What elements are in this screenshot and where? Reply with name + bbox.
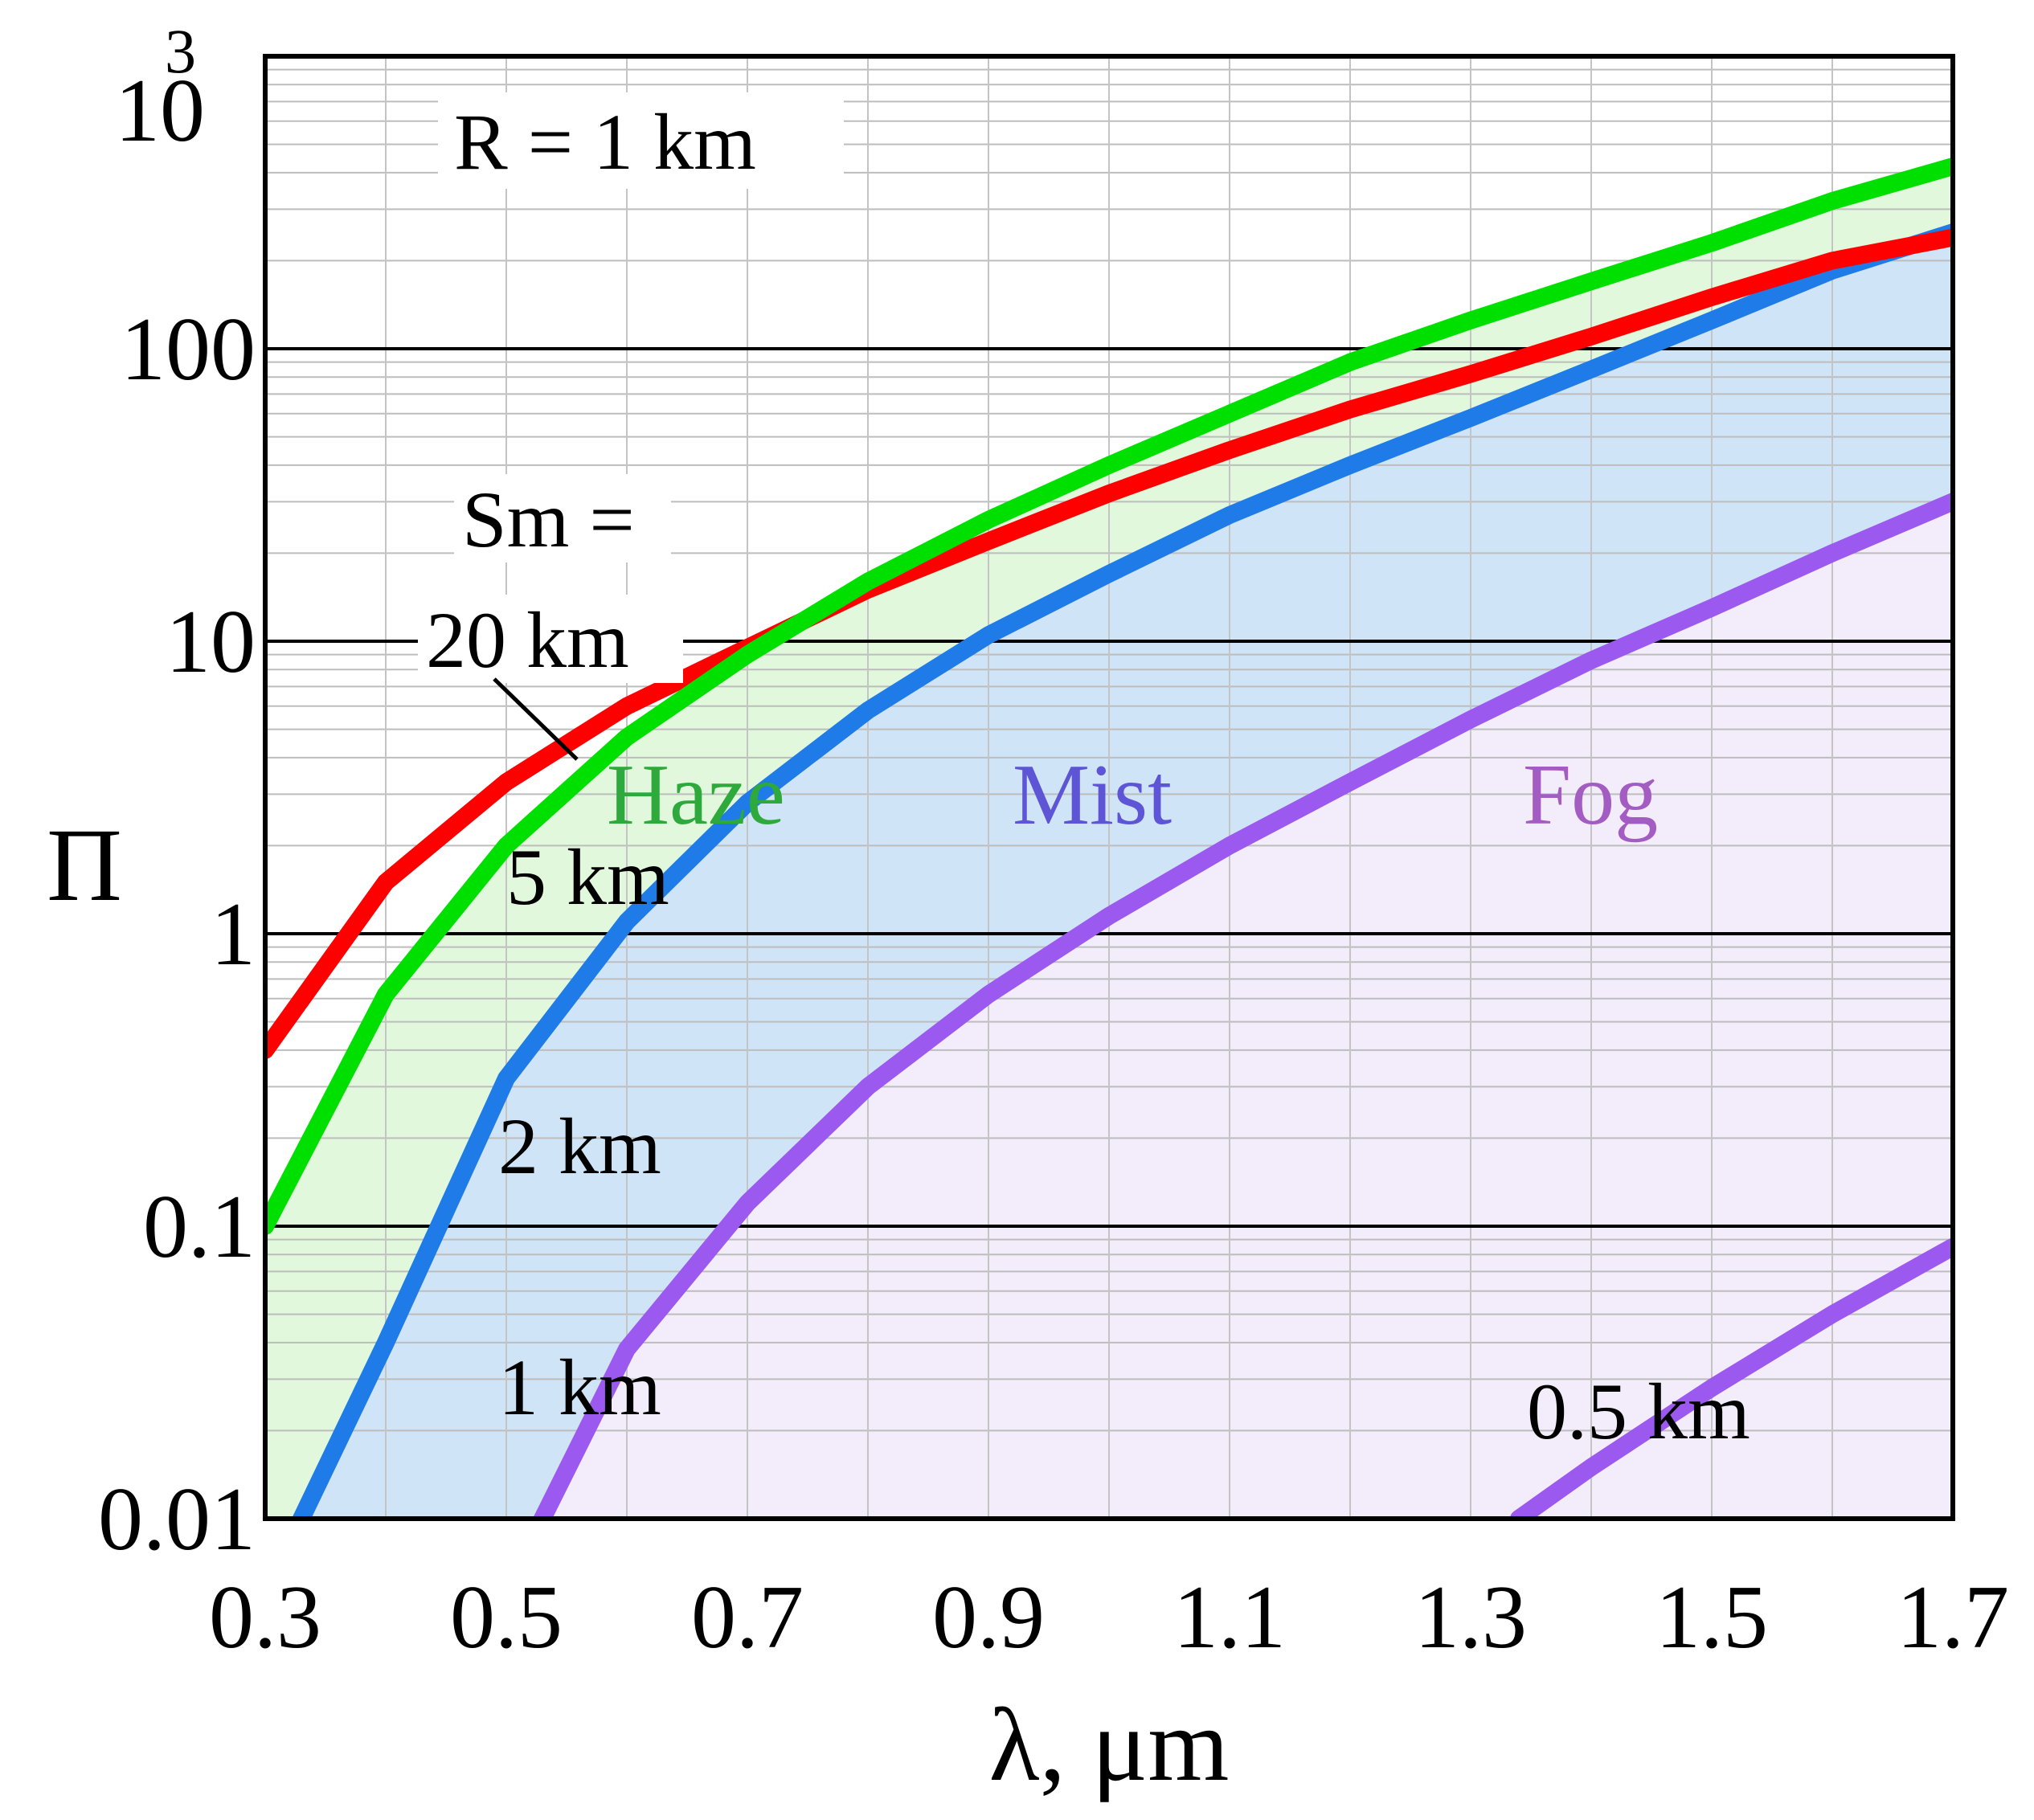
plot-area (265, 56, 1953, 1519)
plot-frame (263, 54, 1955, 1521)
label-20km-bg (418, 595, 683, 683)
y-tick-label: 1 (211, 885, 256, 984)
y-tick-label: 100 (121, 300, 256, 399)
fog-region (542, 501, 1953, 1519)
x-tick-labels: 0.3 0.5 0.7 0.9 1.1 1.3 1.5 1.7 (209, 1568, 2009, 1667)
x-tick-label: 0.3 (209, 1568, 321, 1667)
y-tick-label: 0.01 (98, 1470, 256, 1569)
y-tick-label: 10 (166, 592, 256, 692)
series-label-5km: 5 km (506, 832, 669, 922)
y-tick-label: 0.1 (143, 1177, 256, 1277)
region-label-mist: Mist (1013, 747, 1172, 843)
series-line-sm-0-5km (1510, 1237, 1953, 1519)
x-axis-label: λ, μm (989, 1687, 1230, 1803)
haze-region (265, 166, 1953, 1519)
y-axis-label: Π (47, 808, 122, 923)
series-line-sm-2km (293, 223, 1953, 1519)
x-tick-label: 1.7 (1897, 1568, 2009, 1667)
x-tick-label: 0.7 (691, 1568, 804, 1667)
series-label-0-5km: 0.5 km (1527, 1367, 1750, 1456)
region-label-fog: Fog (1523, 747, 1658, 843)
region-label-haze: Haze (607, 747, 785, 843)
x-tick-label: 0.5 (450, 1568, 563, 1667)
range-label: R = 1 km (454, 97, 756, 186)
sm-prefix-label: Sm = (462, 475, 635, 564)
series-label-20km: 20 km (426, 595, 629, 685)
series-label-1km: 1 km (498, 1343, 661, 1432)
series-line-sm-5km (265, 157, 1953, 1235)
sm-prefix-bg (454, 474, 671, 562)
x-tick-label: 1.5 (1655, 1568, 1768, 1667)
series-line-sm-20km (265, 228, 1953, 1059)
y-tick-label-exponent: 3 (165, 16, 196, 86)
x-tick-label: 1.1 (1173, 1568, 1286, 1667)
series-label-2km: 2 km (498, 1102, 661, 1191)
x-tick-label: 0.9 (932, 1568, 1045, 1667)
y-tick-label: 10 (115, 61, 205, 161)
series-line-sm-1km (534, 493, 1953, 1519)
range-label-bg (438, 92, 844, 189)
x-tick-label: 1.3 (1414, 1568, 1527, 1667)
minor-gridlines (265, 56, 1953, 1519)
label-20km-leader (493, 677, 579, 761)
